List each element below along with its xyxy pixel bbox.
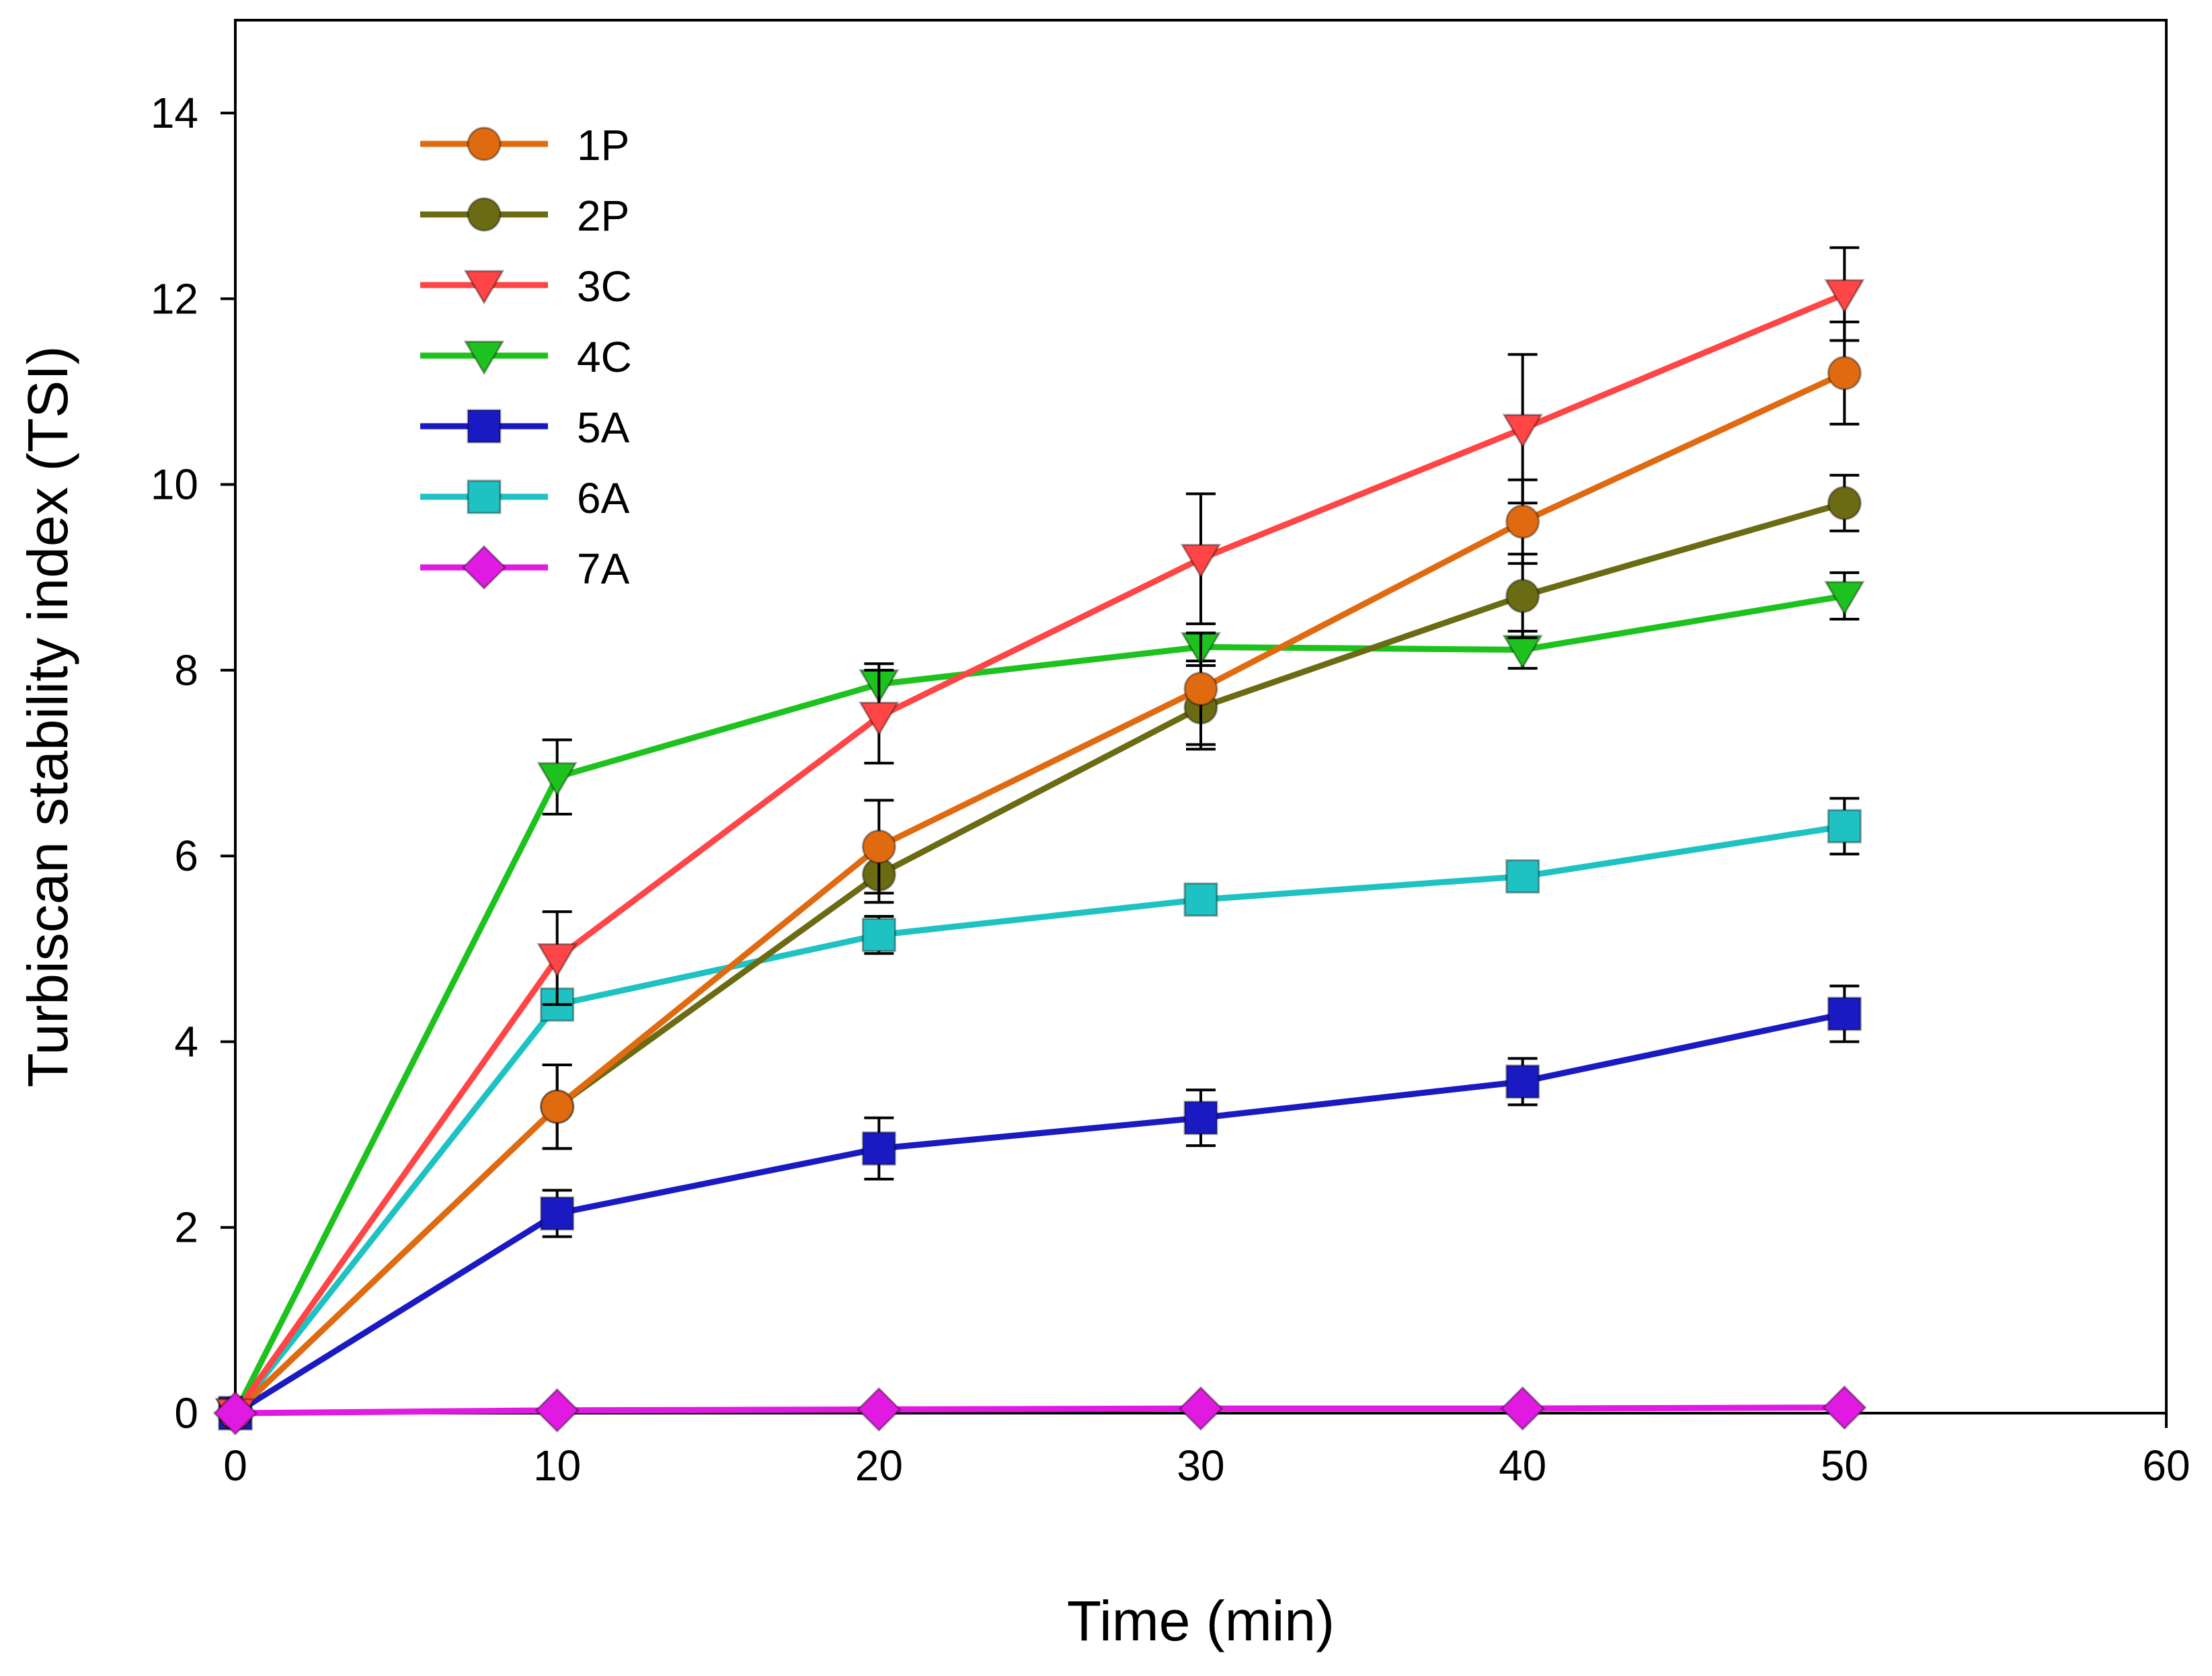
x-tick-label: 10	[533, 1441, 581, 1490]
legend-marker	[467, 126, 502, 161]
legend: 1P 2P 3C 4C 5A 6A 7A	[420, 121, 632, 593]
data-point	[861, 918, 896, 953]
legend-label: 1P	[577, 121, 629, 169]
legend-item-7a: 7A	[420, 545, 630, 593]
data-point	[1824, 279, 1865, 314]
y-tick-label: 12	[151, 274, 198, 323]
data-point	[1827, 485, 1862, 520]
y-axis-title: Turbiscan stability index (TSI)	[16, 346, 79, 1087]
data-point	[1183, 1101, 1218, 1135]
series-line	[235, 1404, 1845, 1416]
legend-marker	[467, 409, 502, 444]
y-tick-label: 0	[174, 1389, 198, 1437]
x-tick-label: 40	[1499, 1441, 1546, 1490]
x-axis-ticks: 0 10 20 30 40 50 60	[223, 1413, 2190, 1490]
series-7a	[212, 1385, 1867, 1436]
series-5a	[218, 984, 1862, 1431]
legend-marker	[461, 545, 507, 590]
legend-marker	[463, 340, 505, 376]
legend-label: 4C	[577, 333, 632, 381]
y-tick-label: 6	[174, 832, 198, 880]
legend-item-5a: 5A	[420, 403, 630, 452]
legend-label: 6A	[577, 474, 630, 522]
data-point	[212, 1390, 258, 1436]
series-line	[233, 1010, 1846, 1416]
data-point	[861, 829, 896, 864]
legend-label: 2P	[577, 192, 629, 240]
y-tick-label: 10	[151, 461, 198, 509]
data-point	[1824, 581, 1865, 616]
x-tick-label: 0	[223, 1441, 247, 1490]
data-point	[859, 701, 900, 737]
y-tick-label: 8	[174, 646, 198, 694]
legend-marker	[463, 270, 505, 305]
legend-label: 7A	[577, 545, 630, 593]
data-point	[537, 943, 578, 978]
data-point	[1505, 504, 1540, 539]
y-tick-label: 4	[174, 1017, 198, 1066]
data-point	[1505, 1064, 1540, 1099]
x-tick-label: 60	[2142, 1441, 2190, 1490]
series-line	[232, 592, 1846, 1415]
x-axis-title: Time (min)	[1067, 1589, 1335, 1652]
data-point	[1827, 996, 1862, 1031]
data-point	[1183, 672, 1218, 707]
data-point	[1183, 882, 1218, 917]
legend-item-2p: 2P	[420, 192, 629, 240]
y-axis-ticks: 0 2 4 6 8 10 12 14	[151, 89, 235, 1437]
data-point	[861, 1131, 896, 1166]
legend-marker	[467, 197, 502, 232]
y-tick-label: 2	[174, 1203, 198, 1252]
y-tick-label: 14	[151, 89, 198, 137]
data-point	[1178, 1386, 1224, 1431]
series-layer	[212, 246, 1867, 1436]
data-point	[1827, 356, 1862, 391]
data-point	[857, 1387, 902, 1432]
series-4c	[214, 571, 1865, 1433]
x-tick-label: 30	[1177, 1441, 1224, 1490]
data-point	[537, 762, 578, 797]
legend-item-6a: 6A	[420, 474, 630, 522]
data-point	[535, 1388, 580, 1433]
series-6a	[218, 797, 1862, 1431]
legend-item-3c: 3C	[420, 262, 632, 311]
series-1p	[218, 320, 1862, 1431]
series-line	[233, 291, 1846, 1415]
legend-label: 3C	[577, 262, 632, 311]
data-point	[1180, 543, 1222, 579]
series-line	[233, 823, 1846, 1415]
data-point	[540, 1089, 575, 1124]
data-point	[1822, 1385, 1867, 1431]
data-point	[540, 1196, 575, 1231]
data-point	[1827, 809, 1862, 844]
legend-item-1p: 1P	[420, 121, 629, 169]
data-point	[1505, 578, 1540, 613]
x-tick-label: 50	[1821, 1441, 1868, 1490]
legend-item-4c: 4C	[420, 333, 632, 381]
data-point	[1505, 859, 1540, 894]
legend-marker	[467, 479, 502, 514]
x-tick-label: 20	[855, 1441, 903, 1490]
series-line	[233, 370, 1846, 1416]
data-point	[1502, 413, 1543, 448]
data-point	[1500, 1386, 1545, 1431]
legend-label: 5A	[577, 403, 630, 452]
